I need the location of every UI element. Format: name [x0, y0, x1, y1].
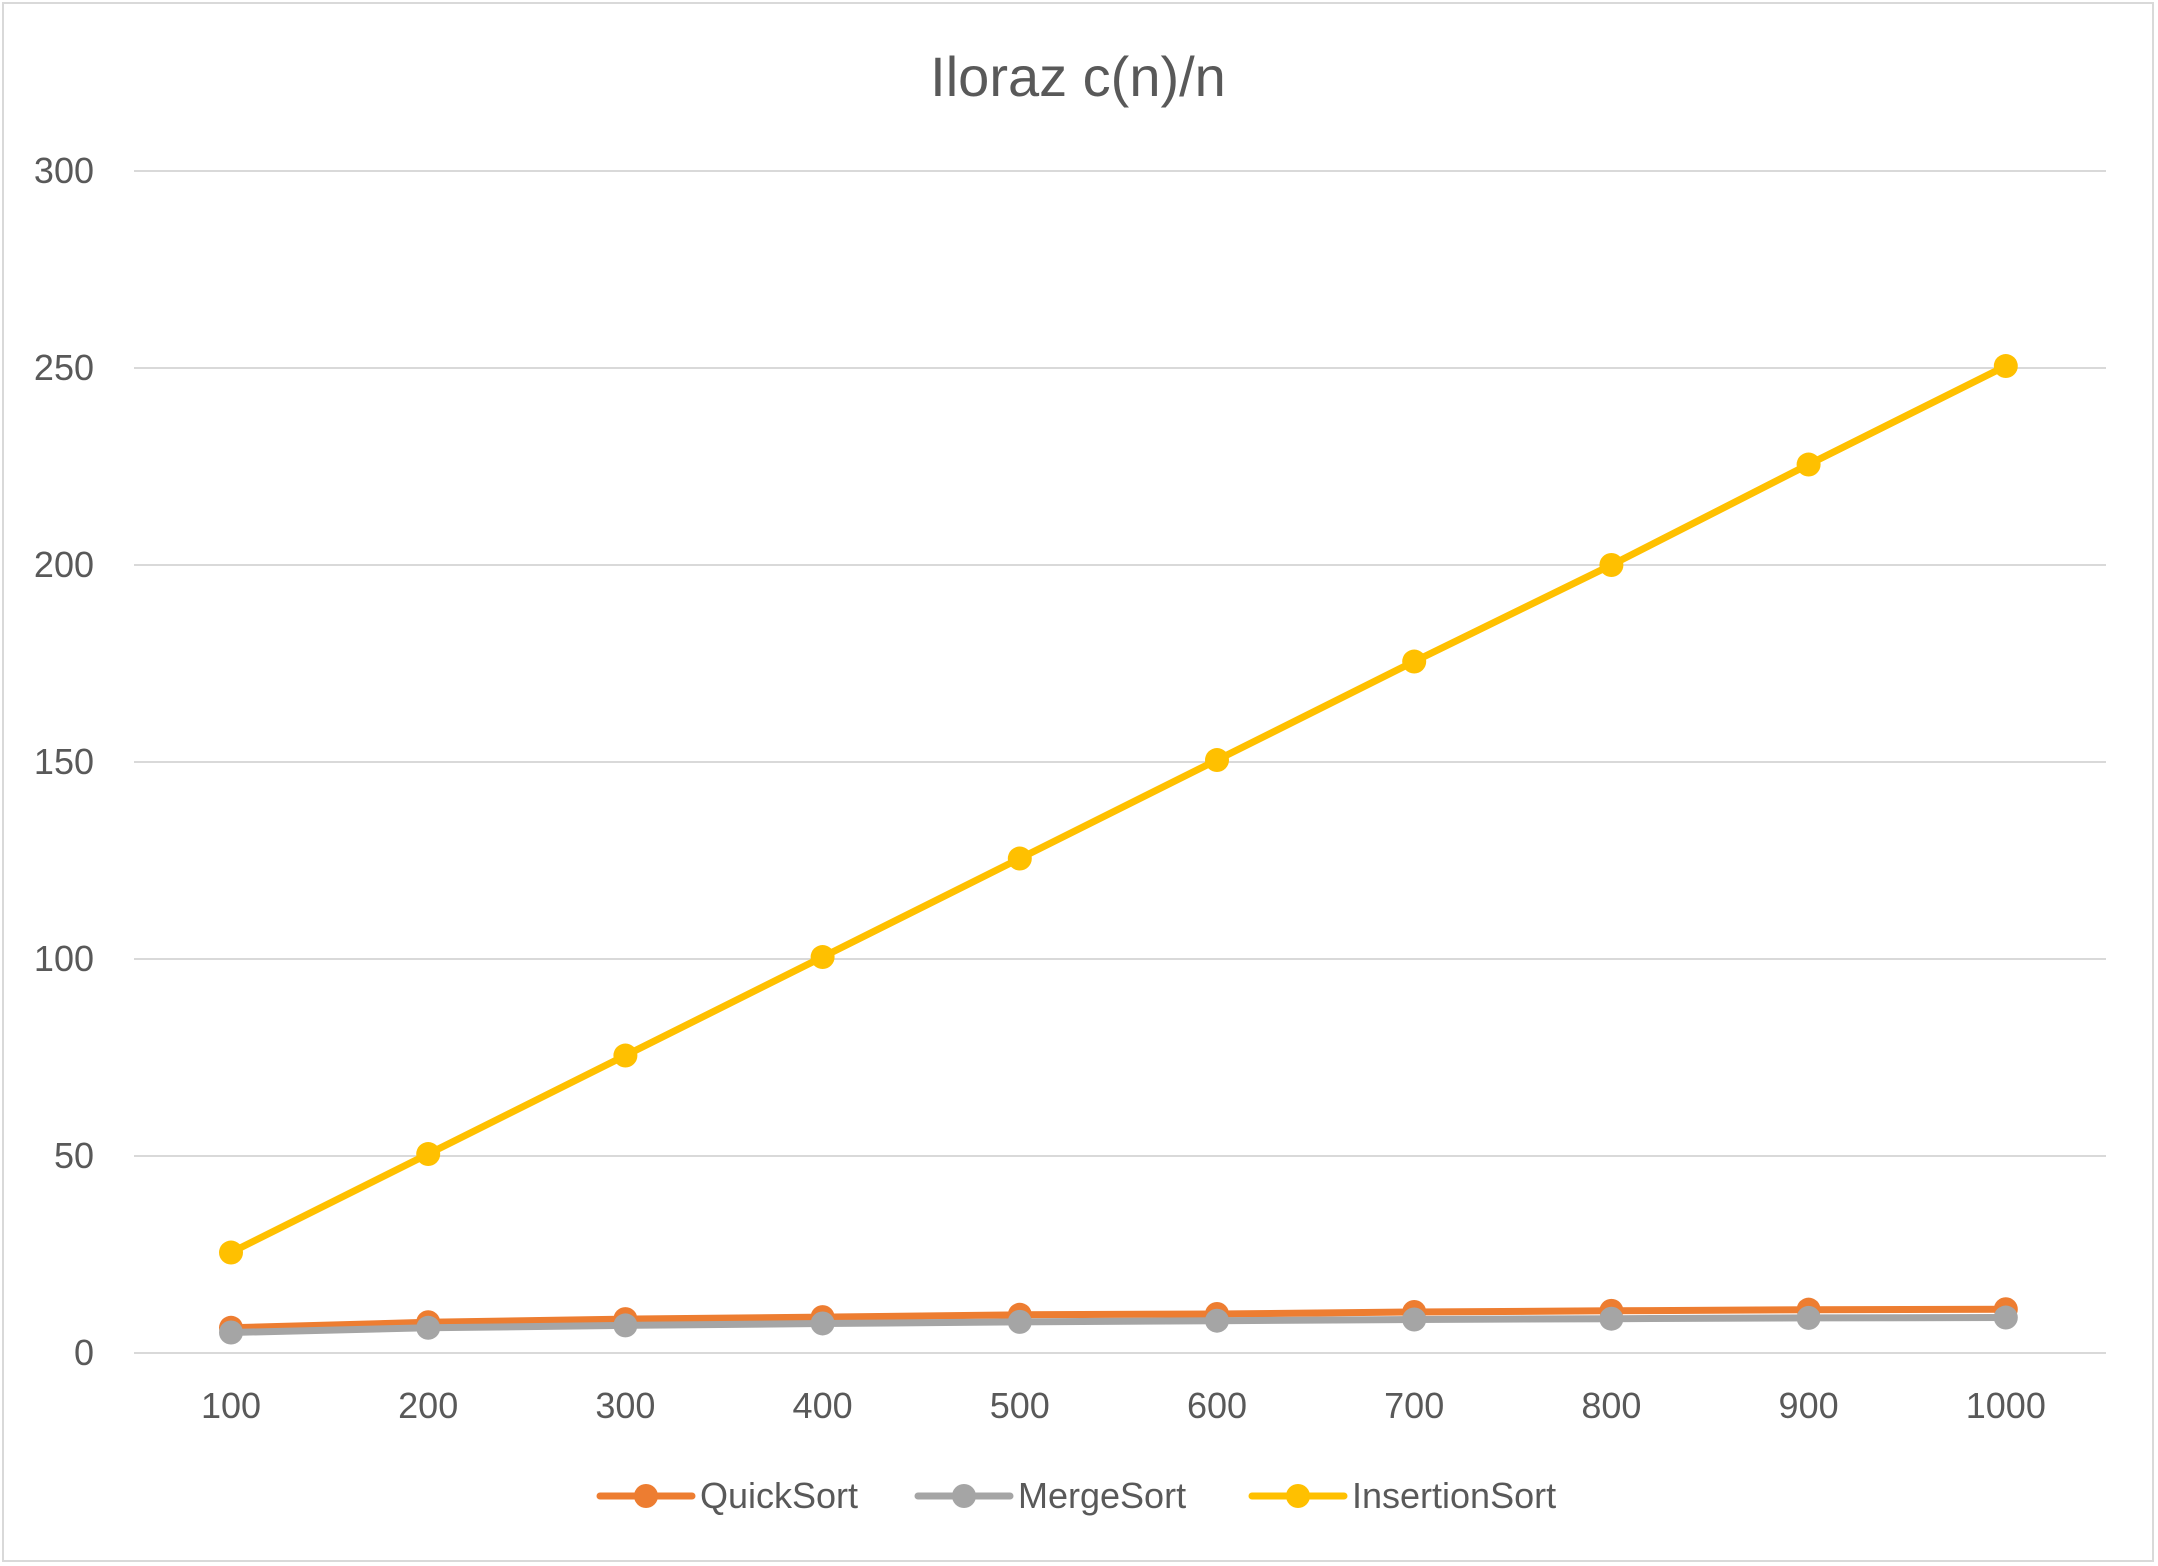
- y-axis-ticks: 0 50 100 150 200 250 300: [34, 150, 94, 1373]
- legend-item-quicksort: QuickSort: [596, 1475, 858, 1516]
- data-point-mergesort: [219, 1320, 243, 1345]
- x-tick-label: 200: [398, 1385, 458, 1426]
- data-point-mergesort: [810, 1311, 835, 1336]
- y-tick-label: 100: [34, 938, 94, 979]
- series-insertionsort: [219, 354, 2018, 1265]
- y-tick-label: 300: [34, 150, 94, 191]
- y-tick-label: 0: [74, 1332, 94, 1373]
- legend-label: MergeSort: [1018, 1475, 1186, 1516]
- data-point-insertionsort: [1599, 553, 1624, 577]
- data-point-insertionsort: [810, 945, 835, 970]
- data-point-insertionsort: [1993, 354, 2018, 379]
- data-point-mergesort: [1993, 1305, 2018, 1330]
- x-tick-label: 800: [1581, 1385, 1641, 1426]
- x-tick-label: 400: [793, 1385, 853, 1426]
- data-point-mergesort: [1796, 1305, 1821, 1330]
- x-tick-label: 700: [1384, 1385, 1444, 1426]
- data-point-insertionsort: [1007, 846, 1032, 871]
- series-line-quicksort: [227, 1305, 2010, 1332]
- x-tick-label: 600: [1187, 1385, 1247, 1426]
- legend-swatch-marker: [952, 1484, 976, 1508]
- data-point-mergesort: [1402, 1307, 1427, 1332]
- data-point-mergesort: [1007, 1309, 1032, 1334]
- legend-item-mergesort: MergeSort: [914, 1475, 1186, 1516]
- legend-swatch-marker: [1286, 1484, 1310, 1508]
- x-tick-label: 500: [990, 1385, 1050, 1426]
- y-tick-label: 200: [34, 544, 94, 585]
- data-point-mergesort: [1599, 1306, 1624, 1331]
- x-tick-label: 1000: [1966, 1385, 2046, 1426]
- x-tick-label: 100: [201, 1385, 261, 1426]
- x-tick-label: 900: [1779, 1385, 1839, 1426]
- legend-item-insertionsort: InsertionSort: [1248, 1475, 1556, 1516]
- data-point-insertionsort: [1205, 748, 1229, 773]
- y-tick-label: 150: [34, 741, 94, 782]
- y-tick-label: 50: [54, 1135, 94, 1176]
- data-point-mergesort: [613, 1313, 638, 1338]
- data-point-mergesort: [1205, 1308, 1229, 1333]
- legend-swatch-marker: [634, 1484, 658, 1508]
- legend: QuickSort MergeSort InsertionSort: [596, 1475, 1556, 1516]
- x-axis-ticks: 100 200 300 400 500 600 700 800 900 1000: [201, 1385, 2046, 1426]
- data-point-insertionsort: [1796, 452, 1821, 477]
- series-line-mergesort: [227, 1314, 2010, 1336]
- gridlines: [134, 170, 2106, 1354]
- y-tick-label: 250: [34, 347, 94, 388]
- data-point-insertionsort: [416, 1142, 441, 1167]
- data-point-insertionsort: [1402, 649, 1427, 674]
- series-lines: [219, 354, 2018, 1345]
- data-point-insertionsort: [613, 1043, 638, 1068]
- series-mergesort: [219, 1305, 2018, 1345]
- chart-title: Iloraz c(n)/n: [930, 45, 1226, 108]
- series-line-insertionsort: [227, 362, 2010, 1256]
- data-point-mergesort: [416, 1315, 441, 1340]
- data-point-insertionsort: [219, 1240, 243, 1265]
- x-tick-label: 300: [595, 1385, 655, 1426]
- legend-label: QuickSort: [700, 1475, 858, 1516]
- legend-label: InsertionSort: [1352, 1475, 1556, 1516]
